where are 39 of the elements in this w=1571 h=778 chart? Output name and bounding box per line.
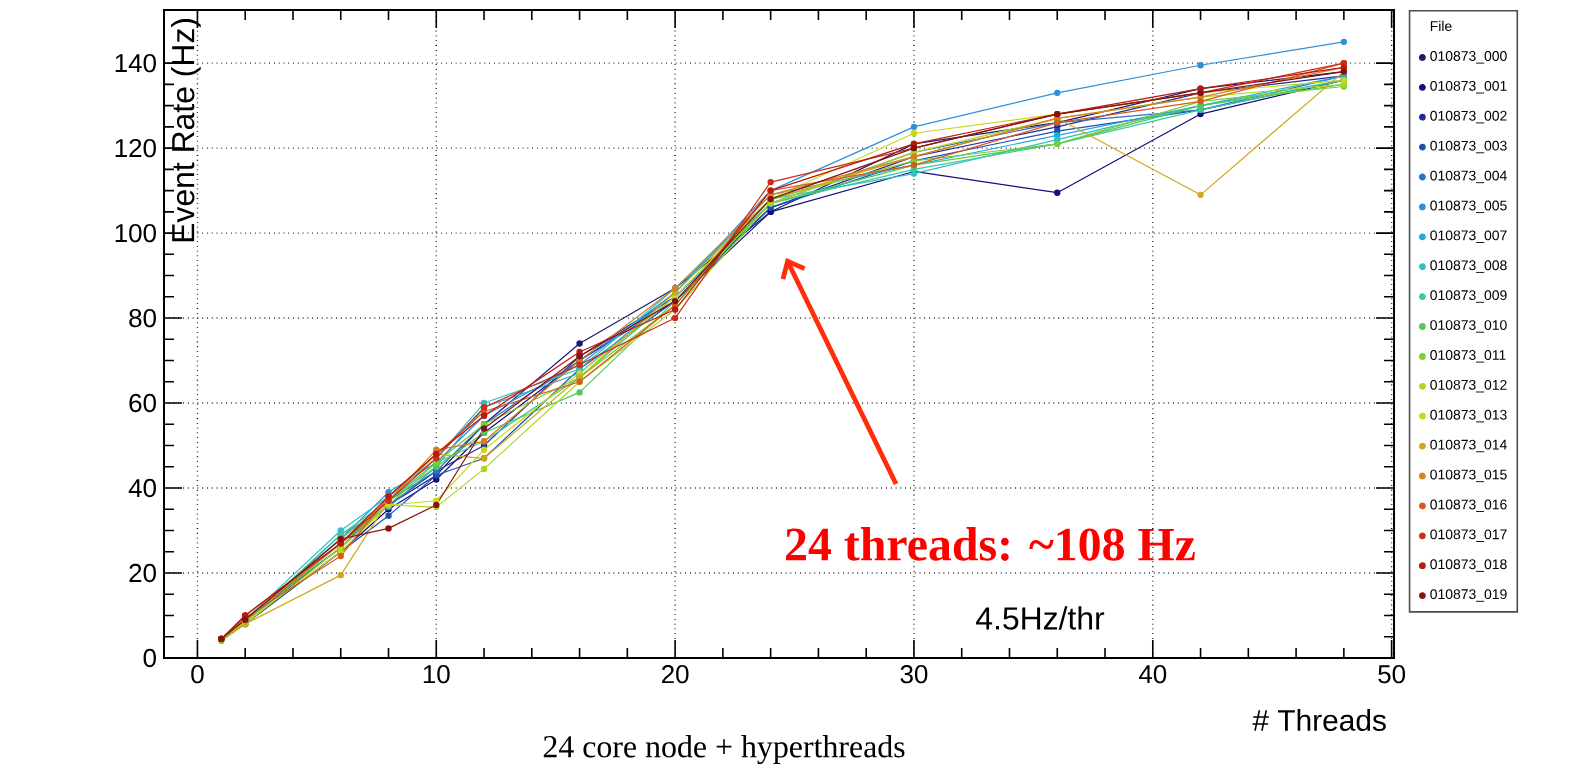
x-tick-label: 10 [423, 665, 450, 684]
text: 24 core node + hyperthreads [543, 735, 905, 765]
legend-label: 010873_004 [1430, 170, 1507, 184]
legend-label: 010873_014 [1430, 439, 1507, 453]
legend-label: 010873_013 [1430, 409, 1507, 423]
x-tick-label: 30 [900, 665, 928, 684]
x-tick-label: 40 [1138, 665, 1167, 684]
x-axis-title: # Threads [1252, 709, 1386, 731]
legend-label: 010873_007 [1430, 230, 1507, 243]
legend-label: 010873_011 [1430, 350, 1506, 363]
y-tick-label: 80 [129, 308, 156, 328]
legend-label: 010873_018 [1430, 559, 1507, 572]
y-tick-label: 40 [128, 478, 156, 498]
legend-label: 010873_010 [1430, 320, 1507, 333]
legend-label: 010873_016 [1430, 499, 1507, 513]
x-tick-label: 50 [1378, 665, 1406, 684]
legend-label: 010873_003 [1430, 140, 1507, 154]
legend-label: 010873_001 [1430, 80, 1507, 94]
y-tick-label: 0 [143, 648, 156, 668]
y-tick-label: 140 [115, 53, 156, 73]
annotation: 4.5Hz/thr [976, 606, 1105, 630]
y-tick-label: 120 [115, 138, 156, 158]
y-tick-label: 60 [129, 393, 156, 413]
legend-label: 010873_019 [1430, 589, 1507, 602]
y-axis-title: Event Rate (Hz) [171, 19, 201, 242]
x-tick-label: 20 [662, 665, 689, 684]
y-tick-label: 100 [115, 223, 156, 243]
legend-label: 010873_015 [1430, 469, 1507, 483]
legend-label: 010873_008 [1430, 260, 1507, 273]
legend-label: 010873_000 [1430, 51, 1507, 64]
x-tick-label: 0 [191, 665, 204, 684]
legend-label: 010873_009 [1430, 290, 1507, 303]
y-tick-label: 20 [129, 563, 156, 583]
legend-label: 010873_017 [1430, 529, 1507, 542]
legend-title: File [1430, 20, 1452, 32]
legend-label: 010873_005 [1430, 200, 1507, 214]
annotation: 24 threads: ~108 Hz [786, 527, 1195, 561]
legend-label: 010873_002 [1430, 110, 1507, 124]
legend-label: 010873_012 [1430, 379, 1507, 393]
